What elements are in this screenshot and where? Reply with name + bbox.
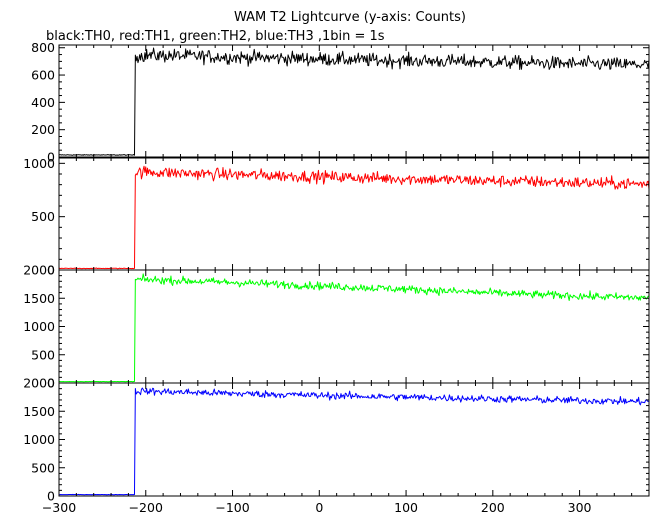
y-tick-label: 500 (31, 347, 55, 362)
y-tick-label: 0 (47, 489, 55, 504)
y-tick-label: 0 (47, 263, 55, 278)
series-line-th2 (58, 273, 650, 383)
y-tick-label: 800 (31, 40, 55, 55)
x-tick-label: 0 (315, 500, 323, 515)
y-tick-label: 1000 (23, 156, 55, 171)
x-tick-label: −100 (215, 500, 249, 515)
series-line-th3 (58, 387, 650, 496)
y-tick-label: 600 (31, 68, 55, 83)
y-tick-label: 400 (31, 95, 55, 110)
y-tick-label: 2000 (23, 263, 55, 278)
y-tick-label: 1000 (23, 432, 55, 447)
panels-group: 0200400600800050010000500100015002000050… (23, 40, 650, 515)
y-tick-label: 1500 (23, 291, 55, 306)
y-tick-label: 1000 (23, 319, 55, 334)
y-tick-label: 0 (47, 150, 55, 165)
y-tick-label: 200 (31, 122, 55, 137)
y-tick-label: 1500 (23, 404, 55, 419)
chart-subtitle: black:TH0, red:TH1, green:TH2, blue:TH3 … (46, 29, 385, 44)
panel-th1: 0 500 1000 (23, 156, 650, 278)
panel-th0: 0 200 400 600 800 (31, 40, 650, 165)
x-tick-label: 100 (394, 500, 418, 515)
series-line-th1 (58, 165, 650, 270)
panel-th2: 0 500 1000 1500 2000 (23, 263, 650, 391)
y-tick-label: 500 (31, 209, 55, 224)
y-tick-label: 2000 (23, 376, 55, 391)
x-tick-label: 300 (568, 500, 592, 515)
x-tick-label: 200 (481, 500, 505, 515)
panel-th3: 0 500 1000 1500 2000 (23, 376, 650, 504)
y-tick-label: 500 (31, 460, 55, 475)
x-tick-label: −200 (129, 500, 163, 515)
y-tick-label: 0 (47, 376, 55, 391)
panel-frame (58, 269, 650, 384)
x-tick-label: −300 (42, 500, 76, 515)
panel-frame (58, 157, 650, 271)
series-line-th0 (58, 47, 650, 156)
chart-title: WAM T2 Lightcurve (y-axis: Counts) (234, 10, 466, 25)
